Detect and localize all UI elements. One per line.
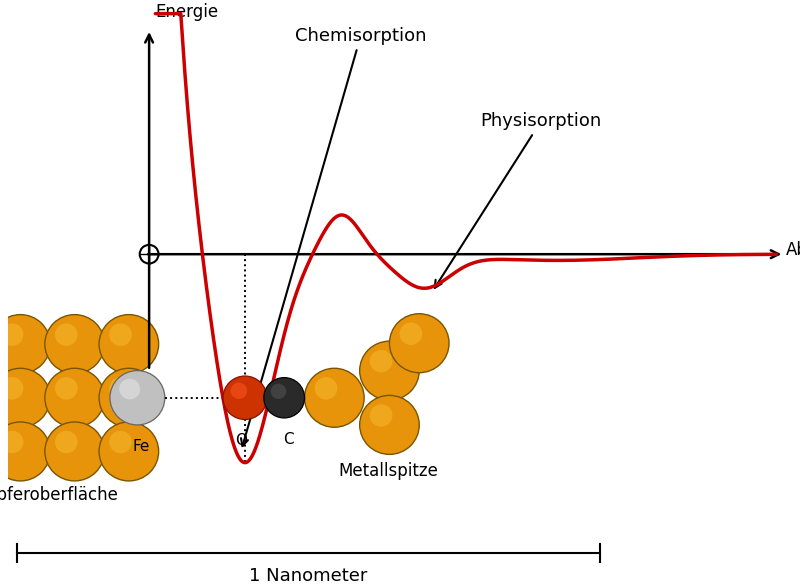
Circle shape: [109, 377, 132, 400]
Circle shape: [370, 350, 393, 373]
Circle shape: [55, 323, 78, 346]
Circle shape: [390, 314, 449, 373]
Text: Fe: Fe: [133, 439, 150, 454]
Circle shape: [264, 377, 305, 418]
Circle shape: [0, 422, 50, 481]
Circle shape: [110, 370, 165, 425]
Text: O: O: [235, 434, 247, 448]
Circle shape: [0, 368, 50, 427]
Text: Abstand: Abstand: [786, 241, 800, 260]
Text: Physisorption: Physisorption: [434, 112, 602, 288]
Circle shape: [55, 431, 78, 453]
Circle shape: [360, 341, 419, 400]
Text: Metallspitze: Metallspitze: [338, 462, 438, 480]
Circle shape: [55, 377, 78, 400]
Circle shape: [109, 323, 132, 346]
Circle shape: [99, 422, 158, 481]
Circle shape: [45, 368, 105, 427]
Circle shape: [1, 377, 23, 400]
Text: C: C: [282, 432, 294, 447]
Circle shape: [230, 383, 247, 399]
Circle shape: [45, 422, 105, 481]
Circle shape: [109, 431, 132, 453]
Text: 1 Nanometer: 1 Nanometer: [250, 567, 368, 585]
Text: Energie: Energie: [155, 4, 218, 21]
Circle shape: [399, 322, 422, 345]
Text: Kupferoberfläche: Kupferoberfläche: [0, 486, 118, 505]
Circle shape: [1, 323, 23, 346]
Circle shape: [119, 379, 140, 400]
Circle shape: [360, 396, 419, 454]
Circle shape: [370, 404, 393, 427]
Circle shape: [314, 377, 338, 400]
Circle shape: [270, 384, 286, 399]
Circle shape: [1, 431, 23, 453]
Circle shape: [45, 315, 105, 374]
Circle shape: [305, 368, 364, 427]
Circle shape: [223, 376, 267, 420]
Text: Chemisorption: Chemisorption: [241, 26, 426, 446]
Circle shape: [0, 315, 50, 374]
Circle shape: [99, 315, 158, 374]
Circle shape: [99, 368, 158, 427]
